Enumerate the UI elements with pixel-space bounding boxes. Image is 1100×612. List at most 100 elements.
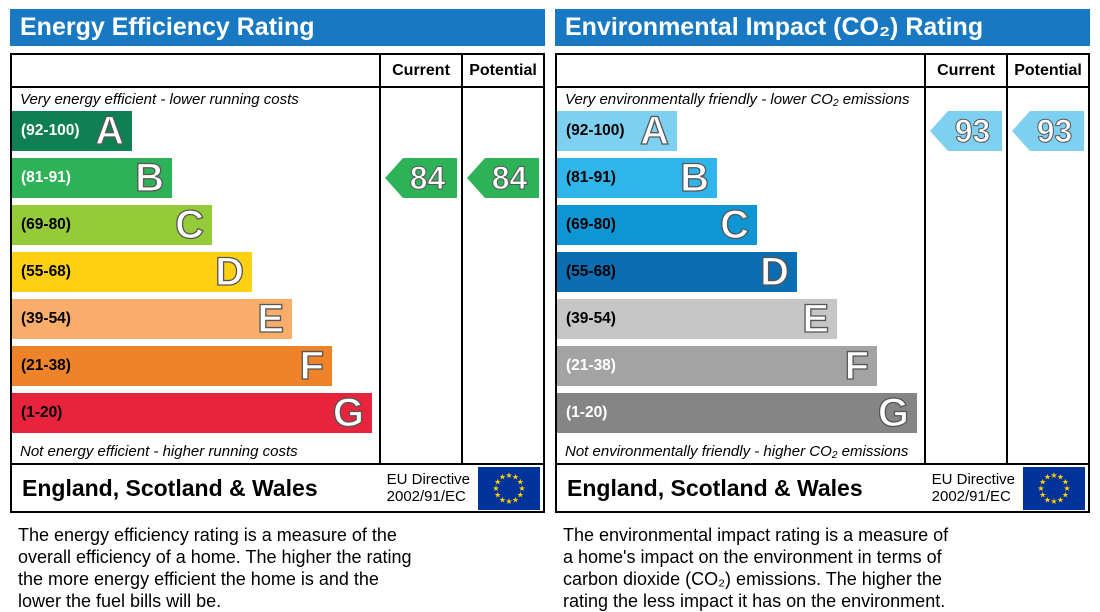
band-range-label: (1-20) [21,404,63,421]
band-letter: D [214,250,244,294]
rating-band-bar: (69-80) C [557,203,757,247]
svg-text:★: ★ [512,495,519,504]
eu-directive-line2: 2002/91/EC [931,488,1011,505]
band-letter: F [844,344,870,388]
region-label: England, Scotland & Wales [567,474,863,501]
band-range-label: (81-91) [566,169,616,186]
band-letter: A [639,109,669,153]
rating-band-row: (92-100) A [557,109,924,158]
panel-title: Energy Efficiency Rating [10,9,545,46]
current-column-header: Current [379,55,461,86]
svg-text:★: ★ [1050,497,1057,506]
band-range-label: (55-68) [566,263,616,280]
svg-text:★: ★ [1044,495,1051,504]
rating-band-bar: (69-80) C [12,203,212,247]
svg-text:★: ★ [1062,477,1069,486]
eu-stars: ★ ★★★★★★★★★★★ [1037,471,1070,506]
panel-title: Environmental Impact (CO₂) Rating [555,9,1090,46]
rating-band-row: (39-54) E [557,297,924,346]
band-range-label: (81-91) [21,169,71,186]
bottom-caption: Not energy efficient - higher running co… [20,443,298,460]
band-range-label: (39-54) [566,310,616,327]
rating-band-bar: (81-91) B [557,157,717,199]
eu-flag-icon: ★ ★★★★★★★★★★★ [1023,466,1085,510]
potential-column-header: Potential [461,55,543,86]
rating-band-bar: (21-38) F [12,345,332,387]
chart-description: The energy efficiency rating is a measur… [18,525,412,611]
band-range-label: (21-38) [566,357,616,374]
rating-band-bar: (1-20) G [557,392,917,434]
potential-rating-column: 84 [461,88,543,463]
rating-band-row: (55-68) D [557,250,924,299]
svg-text:★: ★ [1050,471,1057,480]
rating-band-row: (69-80) C [557,203,924,252]
bottom-caption: Not environmentally friendly - higher CO… [565,443,909,460]
rating-band-row: (21-38) F [12,345,379,393]
eu-directive-label: EU Directive 2002/91/EC [387,471,470,505]
svg-text:★: ★ [1057,472,1064,481]
eu-directive-line1: EU Directive [386,471,470,488]
rating-band-row: (92-100) A [12,109,379,158]
table-header-row: Current Potential [557,55,1088,88]
band-range-label: (1-20) [566,404,608,421]
band-range-label: (21-38) [21,357,71,374]
band-letter: A [94,109,124,153]
energy-efficiency-chart: Energy Efficiency Rating Current Potenti… [10,9,545,612]
band-range-label: (92-100) [21,122,80,139]
svg-text:★: ★ [492,484,499,493]
rating-band-row: (81-91) B [12,157,379,205]
svg-text:★: ★ [1062,490,1069,499]
svg-text:★: ★ [1044,472,1051,481]
band-range-label: (92-100) [566,122,625,139]
svg-text:★: ★ [1037,484,1044,493]
svg-text:★: ★ [505,471,512,480]
environmental-impact-chart: Environmental Impact (CO₂) Rating Curren… [555,9,1090,612]
svg-text:★: ★ [505,497,512,506]
rating-band-row: (21-38) F [557,344,924,393]
eu-directive-line2: 2002/91/EC [386,488,466,505]
svg-text:★: ★ [494,490,501,499]
chart-description: The environmental impact rating is a mea… [563,525,949,611]
svg-text:★: ★ [1063,484,1070,493]
rating-band-row: (55-68) D [12,250,379,299]
eu-flag-icon: ★ ★★★★★★★★★★★ [478,466,540,510]
band-letter: G [332,391,364,435]
current-rating-column: 84 [379,88,461,463]
rating-table: Current Potential Very energy efficient … [10,53,545,513]
band-range-label: (55-68) [21,263,71,280]
svg-text:★: ★ [1057,495,1064,504]
band-range-label: (69-80) [566,216,616,233]
rating-bands: (92-100) A (81-91) B (69-80) C (55-68) D… [12,109,379,440]
band-letter: C [719,203,749,247]
table-footer-row: England, Scotland & Wales EU Directive 2… [557,463,1088,511]
rating-scale-body: Very environmentally friendly - lower CO… [557,88,1088,463]
rating-band-row: (81-91) B [557,157,924,205]
band-letter: E [802,297,830,341]
rating-table: Current Potential Very environmentally f… [555,53,1090,513]
rating-band-row: (1-20) G [12,391,379,440]
svg-text:★: ★ [499,472,506,481]
rating-band-row: (69-80) C [12,203,379,252]
band-range-label: (39-54) [21,310,71,327]
potential-column-header: Potential [1006,55,1088,86]
rating-band-bar: (55-68) D [12,250,252,294]
svg-text:★: ★ [517,477,524,486]
region-label: England, Scotland & Wales [22,474,318,501]
eu-directive-label: EU Directive 2002/91/EC [932,471,1015,505]
svg-text:★: ★ [517,490,524,499]
rating-band-bar: (92-100) A [557,109,677,153]
rating-band-row: (1-20) G [557,392,924,440]
eu-stars: ★ ★★★★★★★★★★★ [492,471,525,506]
rating-band-bar: (55-68) D [557,250,797,294]
current-rating-arrow: 84 [385,158,457,198]
rating-band-bar: (81-91) B [12,157,172,199]
top-caption: Very environmentally friendly - lower CO… [565,91,910,108]
potential-rating-column: 93 [1006,88,1088,463]
rating-scale-body: Very energy efficient - lower running co… [12,88,543,463]
band-letter: D [759,250,789,294]
current-rating-arrow: 93 [930,111,1002,151]
rating-band-bar: (21-38) F [557,344,877,388]
potential-rating-arrow: 93 [1012,111,1084,151]
rating-bands: (92-100) A (81-91) B (69-80) C (55-68) D… [557,109,924,440]
band-letter: C [174,203,204,247]
